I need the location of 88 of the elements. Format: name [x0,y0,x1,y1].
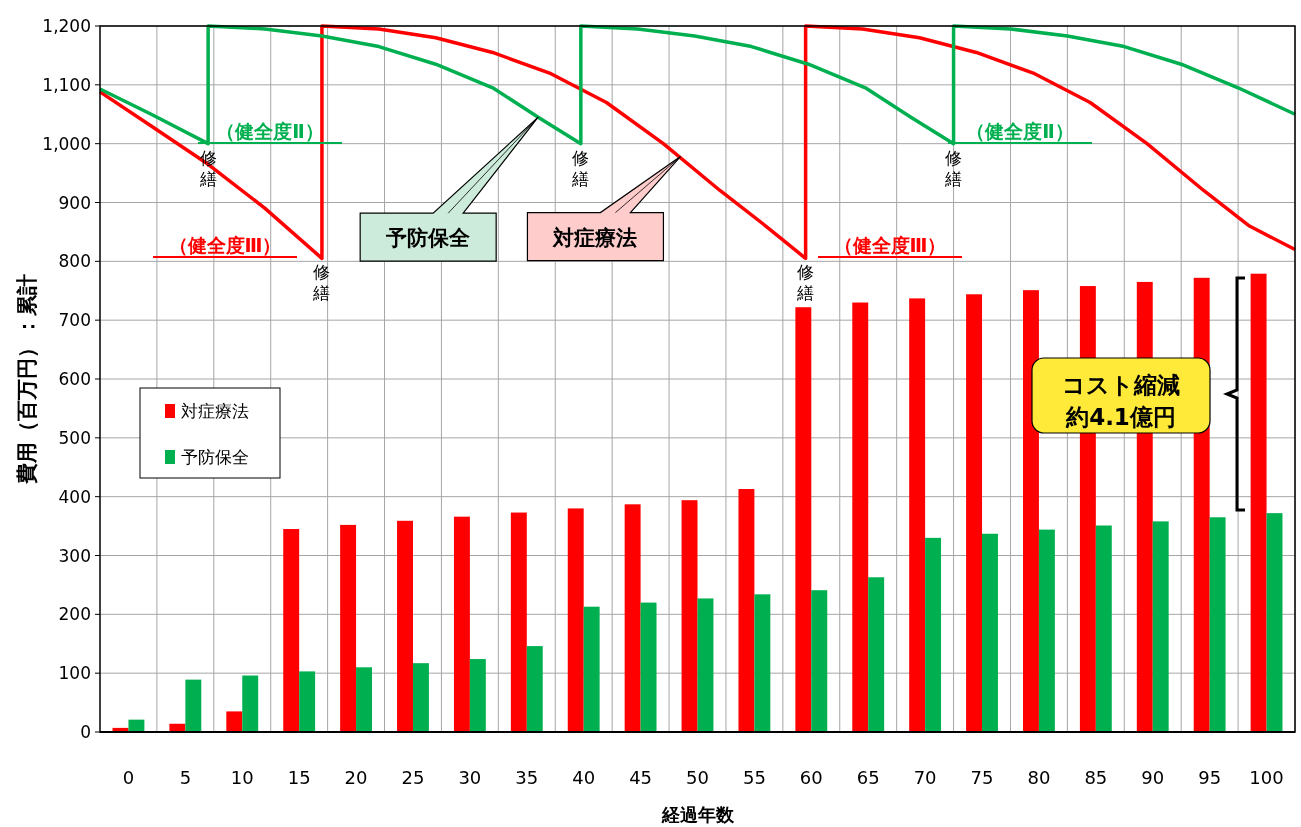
x-tick-label: 25 [401,767,425,788]
bar [185,679,202,732]
x-tick-label: 55 [742,767,766,788]
x-tick-label: 5 [179,767,192,788]
bar [640,602,657,732]
bar [1038,529,1055,732]
bar [226,711,243,732]
bar [299,671,316,732]
x-tick-label: 35 [515,767,539,788]
bar [526,646,543,732]
y-tick-label: 700 [58,310,91,331]
y-tick-label: 1,200 [42,16,91,36]
x-tick-label: 20 [344,767,368,788]
annotation: 修繕 [198,147,217,189]
bar [1095,525,1112,732]
bar [624,504,641,732]
x-tick-label: 80 [1027,767,1051,788]
y-tick-label: 0 [80,722,91,742]
legend-label: 対症療法 [181,401,249,421]
x-tick-label: 50 [686,767,709,788]
annotation: 約4.1億円 [1065,404,1176,430]
annotation: 修繕 [796,262,815,304]
bar [356,667,372,732]
x-tick-label: 95 [1198,767,1222,788]
annotation: 修繕 [944,147,963,189]
annotation: コスト縮減 [1062,372,1180,398]
bar [852,302,869,732]
x-tick-label: 45 [629,767,653,788]
bar [909,298,926,732]
bar [697,598,714,732]
bar [469,659,486,732]
annotation: 対症療法 [552,225,638,250]
y-tick-label: 500 [58,427,91,448]
bar [811,590,828,732]
annotation: （健全度Ⅱ） [966,120,1074,142]
y-tick-label: 100 [58,663,91,684]
x-tick-label: 70 [913,767,937,788]
annotation: （健全度Ⅲ） [833,234,947,256]
bar [754,594,771,732]
y-tick-label: 400 [58,486,91,507]
bar [1209,517,1226,732]
y-tick-label: 200 [58,604,91,625]
y-tick-label: 300 [58,545,91,566]
x-tick-label: 65 [856,767,880,788]
bar [982,533,998,732]
x-tick-label: 0 [122,767,135,788]
bar [567,508,584,732]
callout: 予防保全 [359,116,539,262]
bar [1023,290,1039,732]
bar [412,663,429,732]
y-axis-title: 費用（百万円）：累計 [15,274,39,485]
y-tick-label: 1,000 [42,133,91,154]
bar [242,675,259,732]
annotation: 修繕 [312,262,331,304]
bar [1250,273,1267,732]
x-tick-label: 85 [1084,767,1108,788]
bar [583,606,600,732]
bar [868,577,885,732]
x-tick-label: 40 [572,767,596,788]
bar [1152,521,1169,732]
annotation: （健全度Ⅱ） [216,120,324,142]
bar [510,512,527,732]
x-tick-label: 90 [1141,767,1165,788]
legend-label: 予防保全 [181,447,249,467]
x-axis-title: 経過年数 [660,804,735,825]
x-tick-label: 75 [970,767,994,788]
bar [340,524,357,732]
bar [795,307,812,732]
annotation: 修繕 [571,147,590,189]
y-tick-label: 900 [58,192,91,213]
bar [453,516,470,732]
bar [738,489,755,732]
x-tick-label: 100 [1249,767,1284,788]
y-tick-label: 600 [58,369,91,389]
bar [925,537,942,732]
y-tick-label: 800 [58,251,91,272]
bar [681,500,698,732]
bar [283,529,300,732]
x-tick-label: 10 [230,767,254,788]
bar [966,294,983,732]
x-tick-label: 30 [458,767,482,788]
bar [1266,513,1283,732]
x-tick-label: 15 [287,767,311,788]
y-tick-label: 1,100 [42,74,91,95]
annotation: 予防保全 [385,226,472,251]
x-tick-label: 60 [799,767,823,788]
annotation: （健全度Ⅲ） [168,234,282,256]
bar [397,520,413,732]
